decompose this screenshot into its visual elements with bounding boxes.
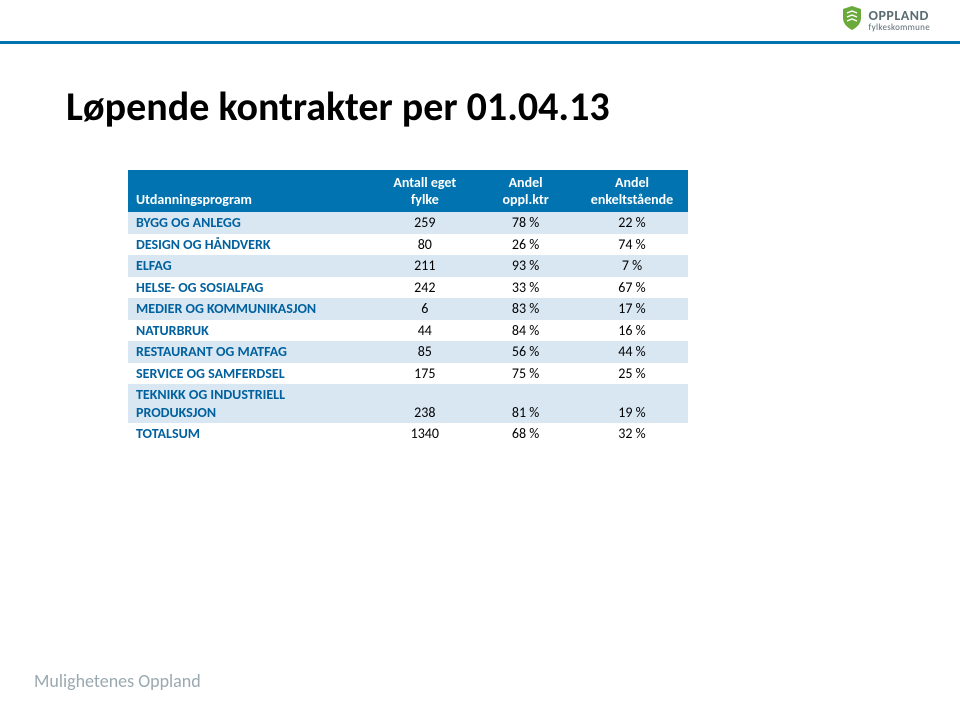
row-value: 93 % [475,255,576,277]
table-header-cell: Andeloppl.ktr [475,170,576,212]
row-value: 81 % [475,384,576,423]
table-header-cell: Utdanningsprogram [128,170,374,212]
row-label: RESTAURANT OG MATFAG [128,341,374,363]
row-label: NATURBRUK [128,320,374,342]
data-table: UtdanningsprogramAntall egetfylkeAndelop… [128,170,688,445]
row-value: 44 % [576,341,688,363]
row-value: 85 [374,341,475,363]
table-row: DESIGN OG HÅNDVERK8026 %74 % [128,234,688,256]
row-value: 26 % [475,234,576,256]
logo-main-text: OPPLAND [869,9,930,23]
row-label: BYGG OG ANLEGG [128,212,374,234]
row-label: DESIGN OG HÅNDVERK [128,234,374,256]
table-row: BYGG OG ANLEGG25978 %22 % [128,212,688,234]
row-value: 68 % [475,423,576,445]
shield-icon [841,5,863,36]
row-label: SERVICE OG SAMFERDSEL [128,363,374,385]
table-row: TEKNIKK OG INDUSTRIELLPRODUKSJON23881 %1… [128,384,688,423]
row-value: 67 % [576,277,688,299]
table-header-cell: Andelenkeltstående [576,170,688,212]
row-value: 6 [374,298,475,320]
table-row: SERVICE OG SAMFERDSEL17575 %25 % [128,363,688,385]
row-value: 56 % [475,341,576,363]
row-value: 25 % [576,363,688,385]
row-value: 259 [374,212,475,234]
row-value: 242 [374,277,475,299]
row-value: 84 % [475,320,576,342]
row-label: TEKNIKK OG INDUSTRIELLPRODUKSJON [128,384,374,423]
logo: OPPLAND fylkeskommune [841,5,930,36]
row-value: 175 [374,363,475,385]
logo-sub-text: fylkeskommune [869,23,930,32]
table-row: RESTAURANT OG MATFAG8556 %44 % [128,341,688,363]
footer-text: Mulighetenes Oppland [34,670,201,692]
row-label: HELSE- OG SOSIALFAG [128,277,374,299]
row-value: 16 % [576,320,688,342]
row-value: 78 % [475,212,576,234]
table-header-cell: Antall egetfylke [374,170,475,212]
data-table-wrap: UtdanningsprogramAntall egetfylkeAndelop… [128,170,688,445]
row-value: 7 % [576,255,688,277]
row-value: 211 [374,255,475,277]
row-value: 80 [374,234,475,256]
row-value: 1340 [374,423,475,445]
row-label: ELFAG [128,255,374,277]
row-value: 238 [374,384,475,423]
row-value: 22 % [576,212,688,234]
row-value: 33 % [475,277,576,299]
row-label: TOTALSUM [128,423,374,445]
table-row: MEDIER OG KOMMUNIKASJON683 %17 % [128,298,688,320]
row-value: 19 % [576,384,688,423]
table-row: TOTALSUM134068 %32 % [128,423,688,445]
row-value: 74 % [576,234,688,256]
topbar: OPPLAND fylkeskommune [0,0,960,44]
row-label: MEDIER OG KOMMUNIKASJON [128,298,374,320]
table-header-row: UtdanningsprogramAntall egetfylkeAndelop… [128,170,688,212]
row-value: 32 % [576,423,688,445]
row-value: 44 [374,320,475,342]
table-row: NATURBRUK4484 %16 % [128,320,688,342]
row-value: 17 % [576,298,688,320]
row-value: 75 % [475,363,576,385]
row-value: 83 % [475,298,576,320]
page-title: Løpende kontrakter per 01.04.13 [66,82,610,131]
table-row: HELSE- OG SOSIALFAG24233 %67 % [128,277,688,299]
table-row: ELFAG21193 %7 % [128,255,688,277]
